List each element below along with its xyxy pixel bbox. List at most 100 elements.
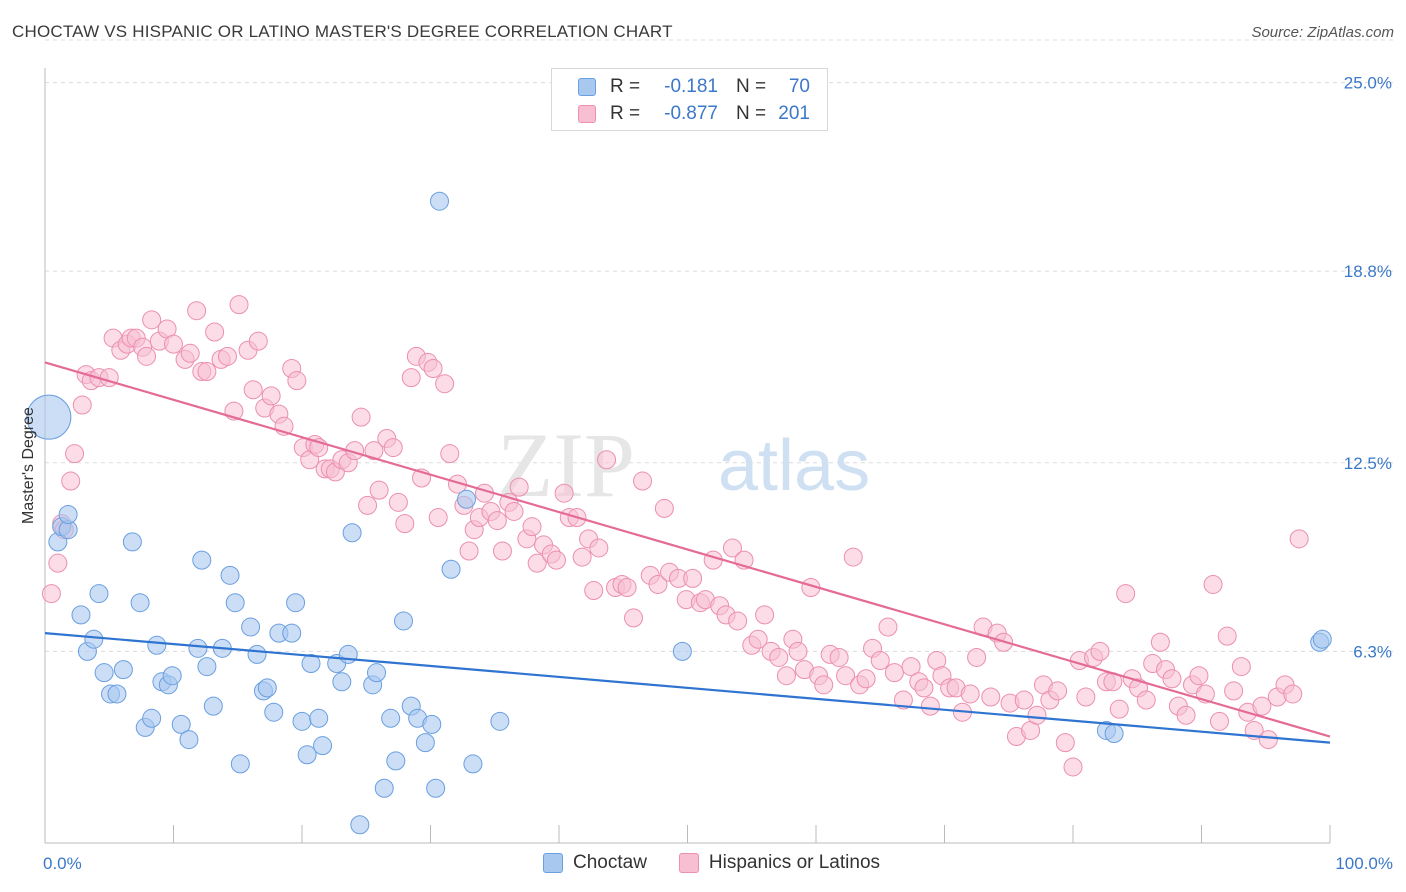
hispanic-point [229,295,249,315]
hispanic-point [428,508,448,528]
legend-row-choctaw: R = -0.181 N = 70 [552,74,810,100]
choctaw-points [26,191,1332,835]
hispanic-point [1209,711,1229,731]
choctaw-point [107,684,127,704]
legend-row-hispanic: R = -0.877 N = 201 [552,101,810,127]
hispanic-point [388,492,408,512]
hispanic-point [137,346,157,366]
choctaw-point [456,489,476,509]
choctaw-point [1104,724,1124,743]
hispanic-point [901,657,921,677]
choctaw-point [58,505,78,524]
n-label: N = [736,76,767,97]
choctaw-point [342,523,362,543]
hispanic-point [1258,730,1278,750]
choctaw-trend-line [44,632,1331,744]
hispanic-point [1217,626,1237,646]
choctaw-point [197,657,217,677]
hispanic-point [205,322,225,342]
choctaw-point [286,593,306,613]
choctaw-point [122,532,142,552]
hispanic-point [788,641,808,661]
hispanic-point [48,553,68,573]
choctaw-point [463,754,483,774]
choctaw-point [415,733,435,753]
n-label: N = [736,103,767,124]
y-tick-label: 12.5% [1344,454,1392,473]
hispanic-point [893,690,913,710]
hispanic-points [41,295,1309,777]
hispanic-point [1283,684,1303,704]
choctaw-point [490,711,510,731]
hispanic-point [1252,696,1272,716]
hispanic-swatch [678,853,699,873]
choctaw-point [297,745,317,765]
hispanic-point [351,407,371,427]
choctaw-point [422,714,442,734]
hispanic-point [914,678,934,698]
choctaw-point [374,778,394,798]
choctaw-point [386,751,406,771]
hispanic-point [1203,574,1223,594]
hispanic-point [836,666,856,686]
hispanic-point [423,359,443,378]
legend-label-choctaw: Choctaw [573,852,647,873]
hispanic-point [776,666,796,686]
hispanic-point [755,605,775,625]
choctaw-point [230,754,250,774]
choctaw-point [429,191,449,211]
choctaw-point [147,635,167,655]
hispanic-point [401,368,421,388]
hispanic-trend-line [44,361,1331,738]
choctaw-point [241,617,261,637]
hispanic-point [435,374,455,394]
hispanic-point [1150,632,1170,652]
r-value: -0.181 [664,76,718,97]
choctaw-point [247,644,267,664]
choctaw-point [301,654,321,674]
stats-legend: R = -0.181 N = 70 R = -0.877 N = 201 [551,68,828,131]
choctaw-point [171,714,191,734]
legend-item-hispanic: Hispanics or Latinos [678,852,880,874]
hispanic-point [383,438,403,458]
hispanic-point [358,495,378,515]
hispanic-point [395,514,415,534]
hispanic-point [1048,681,1068,701]
choctaw-point [179,730,199,750]
hispanic-point [1014,690,1034,710]
hispanic-point [654,498,674,518]
hispanic-point [597,450,617,470]
hispanic-point [1224,681,1244,701]
hispanic-point [509,477,529,497]
hispanic-point [217,346,237,366]
hispanic-point [197,362,217,382]
hispanic-point [492,541,512,561]
hispanic-point [72,395,92,415]
choctaw-point [672,641,692,661]
hispanic-point [440,444,460,464]
choctaw-point [84,629,104,649]
hispanic-point [164,334,183,354]
choctaw-point [188,638,208,658]
choctaw-point [203,696,223,716]
hispanic-point [624,608,644,628]
hispanic-point [504,501,524,521]
trend-lines [44,361,1331,744]
hispanic-point [554,483,574,503]
series-legend: Choctaw Hispanics or Latinos [543,852,912,874]
hispanic-point [648,574,668,594]
choctaw-swatch [578,78,596,96]
hispanic-point [364,441,384,461]
choctaw-point [426,778,446,798]
choctaw-point [162,666,182,686]
hispanic-point [1116,584,1136,604]
hispanic-point [814,675,834,695]
hispanic-point [487,511,507,531]
hispanic-point [1076,687,1096,707]
hispanic-point [180,343,200,363]
hispanic-point [142,310,162,330]
choctaw-point [142,708,162,728]
r-value: -0.877 [664,103,718,124]
n-value: 70 [788,76,810,97]
choctaw-point [89,584,109,604]
